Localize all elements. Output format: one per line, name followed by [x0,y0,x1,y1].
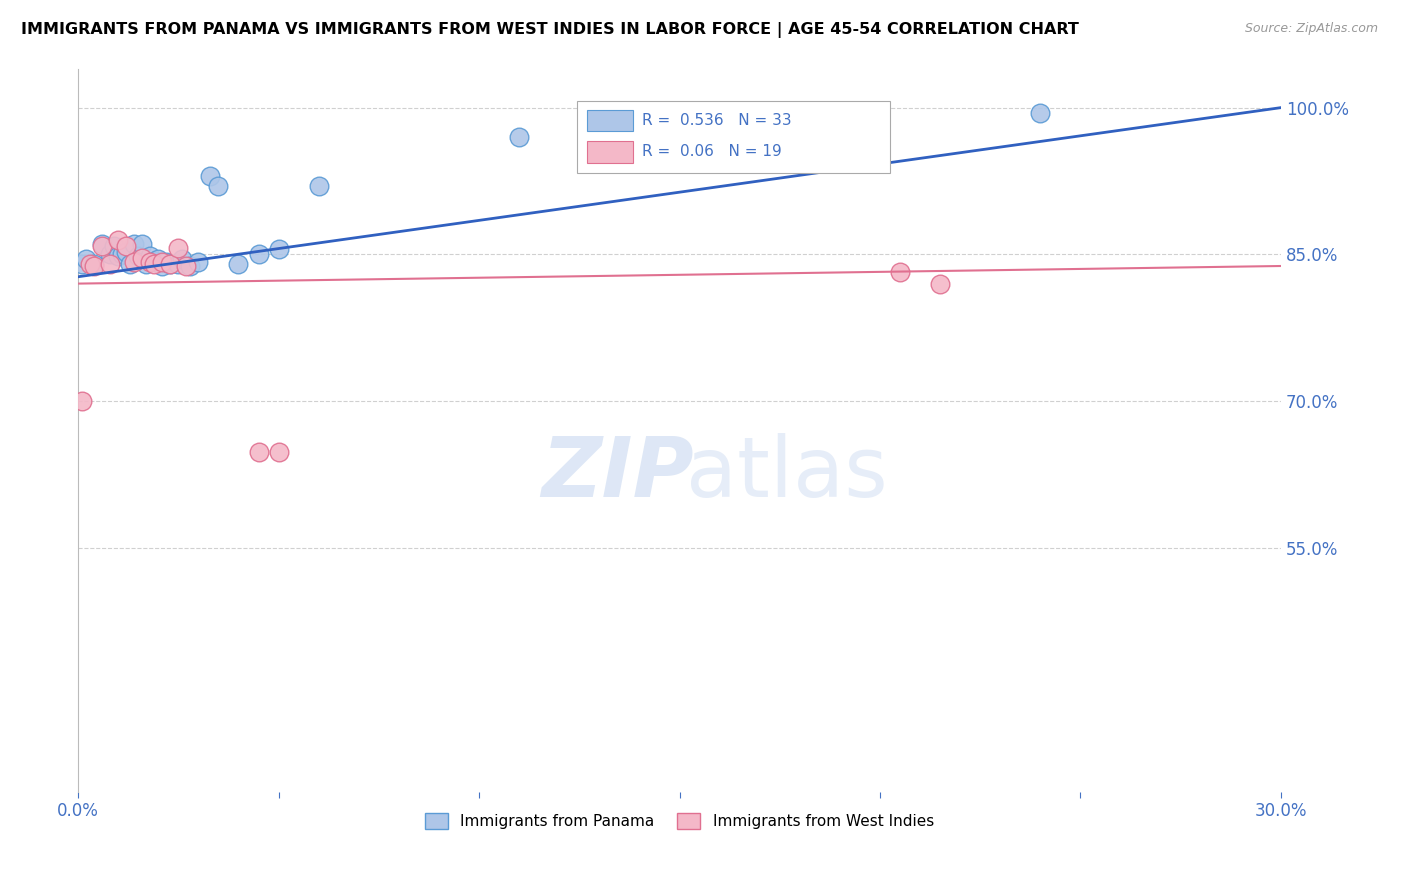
Point [228,257,250,271]
Point [828,154,851,169]
Point [179,259,201,273]
Point [247,444,270,458]
Point [167,241,190,255]
Point [247,247,270,261]
Point [176,259,198,273]
Point [111,247,134,261]
Point [200,169,222,183]
FancyBboxPatch shape [578,101,890,173]
FancyBboxPatch shape [586,141,633,162]
Point [172,252,194,267]
Point [127,249,149,263]
Point [131,237,153,252]
Point [508,130,530,145]
Text: IMMIGRANTS FROM PANAMA VS IMMIGRANTS FROM WEST INDIES IN LABOR FORCE | AGE 45-54: IMMIGRANTS FROM PANAMA VS IMMIGRANTS FRO… [21,22,1078,38]
Point [91,239,114,253]
Point [150,255,173,269]
Point [267,243,290,257]
Point [143,254,166,268]
Point [167,257,190,271]
Point [115,239,138,253]
Point [75,252,97,267]
Point [187,255,209,269]
Point [1029,105,1052,120]
Point [120,257,142,271]
Point [308,178,330,193]
Point [122,255,145,269]
Point [155,255,177,269]
Point [122,237,145,252]
Point [131,251,153,265]
Point [98,257,121,271]
Text: atlas: atlas [686,434,887,514]
Point [148,252,170,267]
Point [207,178,229,193]
Point [159,257,181,271]
Point [267,444,290,458]
Text: Source: ZipAtlas.com: Source: ZipAtlas.com [1244,22,1378,36]
Point [115,245,138,260]
Point [107,233,129,247]
Point [139,249,162,263]
Point [929,277,952,291]
Text: R =  0.06   N = 19: R = 0.06 N = 19 [643,145,782,159]
Point [135,257,157,271]
Point [91,237,114,252]
Point [79,257,101,271]
Point [139,255,162,269]
Point [107,249,129,263]
Point [70,393,93,408]
Point [103,239,125,253]
Point [159,257,181,271]
Point [150,259,173,273]
Point [98,247,121,261]
Point [83,259,105,273]
Text: R =  0.536   N = 33: R = 0.536 N = 33 [643,113,792,128]
Point [70,257,93,271]
Point [83,257,105,271]
Point [143,257,166,271]
Text: ZIP: ZIP [541,434,693,514]
FancyBboxPatch shape [586,110,633,131]
Point [889,265,911,279]
Legend: Immigrants from Panama, Immigrants from West Indies: Immigrants from Panama, Immigrants from … [419,806,941,835]
